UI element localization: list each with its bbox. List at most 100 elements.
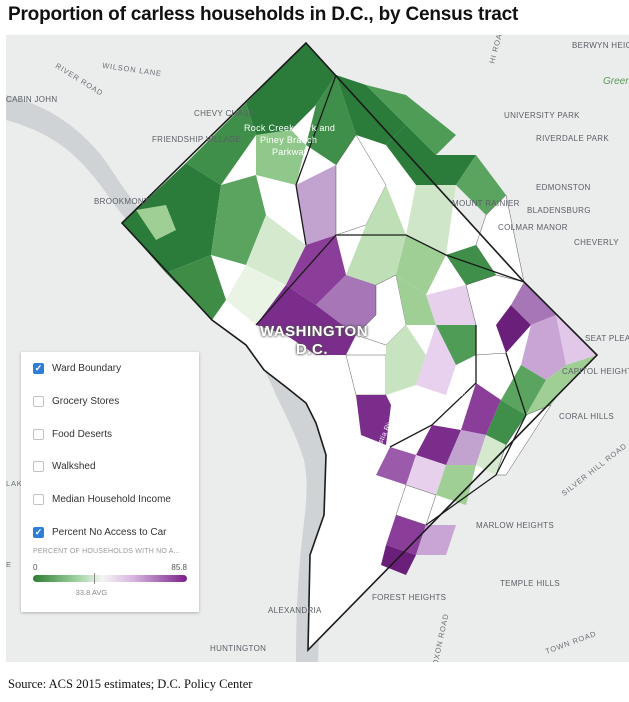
place-brookmont: BROOKMONT bbox=[94, 197, 150, 206]
place-bladensburg: BLADENSBURG bbox=[527, 206, 591, 215]
tract-c-8 bbox=[316, 275, 376, 335]
checkmark-icon: ✓ bbox=[34, 526, 43, 537]
place-berwyn-heights: BERWYN HEIGHTS bbox=[572, 41, 629, 50]
tract-c-3 bbox=[286, 235, 346, 305]
place-university-park: UNIVERSITY PARK bbox=[504, 111, 580, 120]
tract-e-9 bbox=[486, 400, 526, 445]
place-coral-hills: CORAL HILLS bbox=[559, 412, 615, 421]
layer-walkshed[interactable]: Walkshed bbox=[33, 458, 96, 474]
layer-median-household-income[interactable]: Median Household Income bbox=[33, 491, 171, 507]
tract-c-6 bbox=[226, 265, 286, 325]
dc-boundary bbox=[120, 41, 599, 653]
legend-max: 85.8 bbox=[171, 563, 187, 572]
tract-e-7 bbox=[526, 355, 597, 415]
tract-e-19 bbox=[376, 447, 416, 485]
place-marlow-heights: MARLOW HEIGHTS bbox=[476, 521, 554, 530]
layer-label: Walkshed bbox=[52, 460, 96, 472]
place-colmar-manor: COLMAR MANOR bbox=[498, 223, 568, 232]
layer-percent-no-car[interactable]: ✓ Percent No Access to Car bbox=[33, 524, 167, 540]
ward-line-4 bbox=[425, 352, 527, 526]
tract-e-8 bbox=[461, 383, 501, 435]
ward-line-1 bbox=[255, 234, 525, 326]
place-mount-rainier: MOUNT RAINIER bbox=[452, 199, 520, 208]
place-cabin-john: CABIN JOHN bbox=[6, 95, 58, 104]
layer-label: Ward Boundary bbox=[52, 362, 122, 374]
tract-e-11 bbox=[476, 435, 506, 475]
layer-label: Median Household Income bbox=[52, 493, 171, 505]
legend-title: PERCENT OF HOUSEHOLDS WITH NO A... bbox=[33, 548, 181, 555]
ward-line-2 bbox=[295, 74, 337, 246]
place-seat-pleasant: SEAT PLEAS bbox=[585, 334, 629, 343]
map-canvas[interactable]: BERWYN HEIGHTS CABIN JOHN CHEVY CHASE UN… bbox=[6, 35, 629, 662]
tract-sw-5 bbox=[436, 325, 476, 365]
tract-sw-3 bbox=[356, 395, 391, 445]
tract-c-2 bbox=[296, 165, 336, 245]
source-note: Source: ACS 2015 estimates; D.C. Policy … bbox=[8, 677, 253, 691]
potomac-river bbox=[6, 95, 336, 662]
tract-e-6 bbox=[501, 365, 546, 415]
tract-nw-5 bbox=[136, 205, 176, 240]
tract-ne-6 bbox=[396, 235, 446, 295]
tract-e-14 bbox=[436, 465, 476, 505]
place-edmonston: EDMONSTON bbox=[536, 183, 591, 192]
place-green: Green bbox=[603, 76, 629, 87]
tract-nw-6 bbox=[211, 175, 266, 265]
tract-e-4 bbox=[524, 282, 597, 365]
tract-sw-2 bbox=[386, 325, 426, 395]
map-title: Proportion of carless households in D.C.… bbox=[8, 4, 519, 25]
tract-c-1 bbox=[246, 215, 306, 285]
tract-c-7 bbox=[256, 285, 356, 355]
tract-e-16 bbox=[386, 515, 426, 555]
tract-sw-4 bbox=[416, 325, 456, 395]
layer-grocery-stores[interactable]: Grocery Stores bbox=[33, 393, 119, 409]
tract-nw-9 bbox=[336, 75, 406, 145]
road-e: E bbox=[6, 560, 12, 569]
place-parkway: Parkway bbox=[272, 147, 309, 157]
tract-ne-2 bbox=[456, 155, 506, 215]
tract-ne-5 bbox=[446, 245, 496, 285]
checkbox-food-deserts[interactable] bbox=[33, 428, 44, 440]
tract-nw-3 bbox=[122, 163, 221, 273]
tract-e-12 bbox=[416, 425, 461, 465]
tract-c-10 bbox=[396, 275, 436, 325]
ward-line-3 bbox=[389, 325, 477, 448]
place-capitol-heights: CAPITOL HEIGHTS bbox=[562, 367, 629, 376]
tract-nw-4 bbox=[166, 255, 226, 320]
tract-nw-10 bbox=[366, 85, 456, 155]
tract-ne-4 bbox=[406, 185, 456, 255]
tract-e-3 bbox=[511, 282, 556, 325]
checkbox-ward-boundary[interactable]: ✓ bbox=[33, 362, 44, 374]
tract-e-2 bbox=[496, 305, 531, 353]
layer-food-deserts[interactable]: Food Deserts bbox=[33, 426, 112, 442]
checkmark-icon: ✓ bbox=[34, 362, 43, 373]
place-piney-branch: Piney Branch bbox=[260, 135, 318, 145]
tract-ne-7 bbox=[426, 285, 476, 325]
legend-avg-tick bbox=[93, 573, 95, 584]
place-alexandria: ALEXANDRIA bbox=[268, 606, 322, 615]
checkbox-walkshed[interactable] bbox=[33, 460, 44, 472]
tract-e-10 bbox=[446, 430, 486, 465]
checkbox-percent-no-car[interactable]: ✓ bbox=[33, 526, 44, 538]
checkbox-grocery-stores[interactable] bbox=[33, 395, 44, 407]
legend-min: 0 bbox=[33, 563, 38, 572]
tract-e-5 bbox=[521, 315, 566, 380]
place-forest-heights: FOREST HEIGHTS bbox=[372, 593, 447, 602]
place-riverdale-park: RIVERDALE PARK bbox=[536, 134, 609, 143]
layer-panel: ✓ Ward Boundary Grocery Stores Food Dese… bbox=[21, 352, 199, 612]
base-map bbox=[6, 41, 599, 662]
layer-label: Grocery Stores bbox=[52, 395, 120, 407]
tract-ne-1 bbox=[386, 125, 476, 185]
road-lak: LAK bbox=[6, 479, 23, 488]
city-label-washington: WASHINGTON bbox=[260, 323, 369, 340]
place-huntington: HUNTINGTON bbox=[210, 644, 267, 653]
legend-avg: 33.8 AVG bbox=[75, 588, 108, 597]
place-chevy-chase: CHEVY CHASE bbox=[194, 109, 255, 118]
legend-gradient bbox=[33, 575, 187, 582]
layer-label: Percent No Access to Car bbox=[52, 526, 167, 538]
checkbox-median-household-income[interactable] bbox=[33, 493, 44, 505]
tract-nw-1 bbox=[246, 43, 336, 135]
tract-e-17 bbox=[416, 525, 456, 555]
layer-label: Food Deserts bbox=[52, 428, 113, 440]
place-cheverly: CHEVERLY bbox=[574, 238, 619, 247]
layer-ward-boundary[interactable]: ✓ Ward Boundary bbox=[33, 360, 121, 376]
